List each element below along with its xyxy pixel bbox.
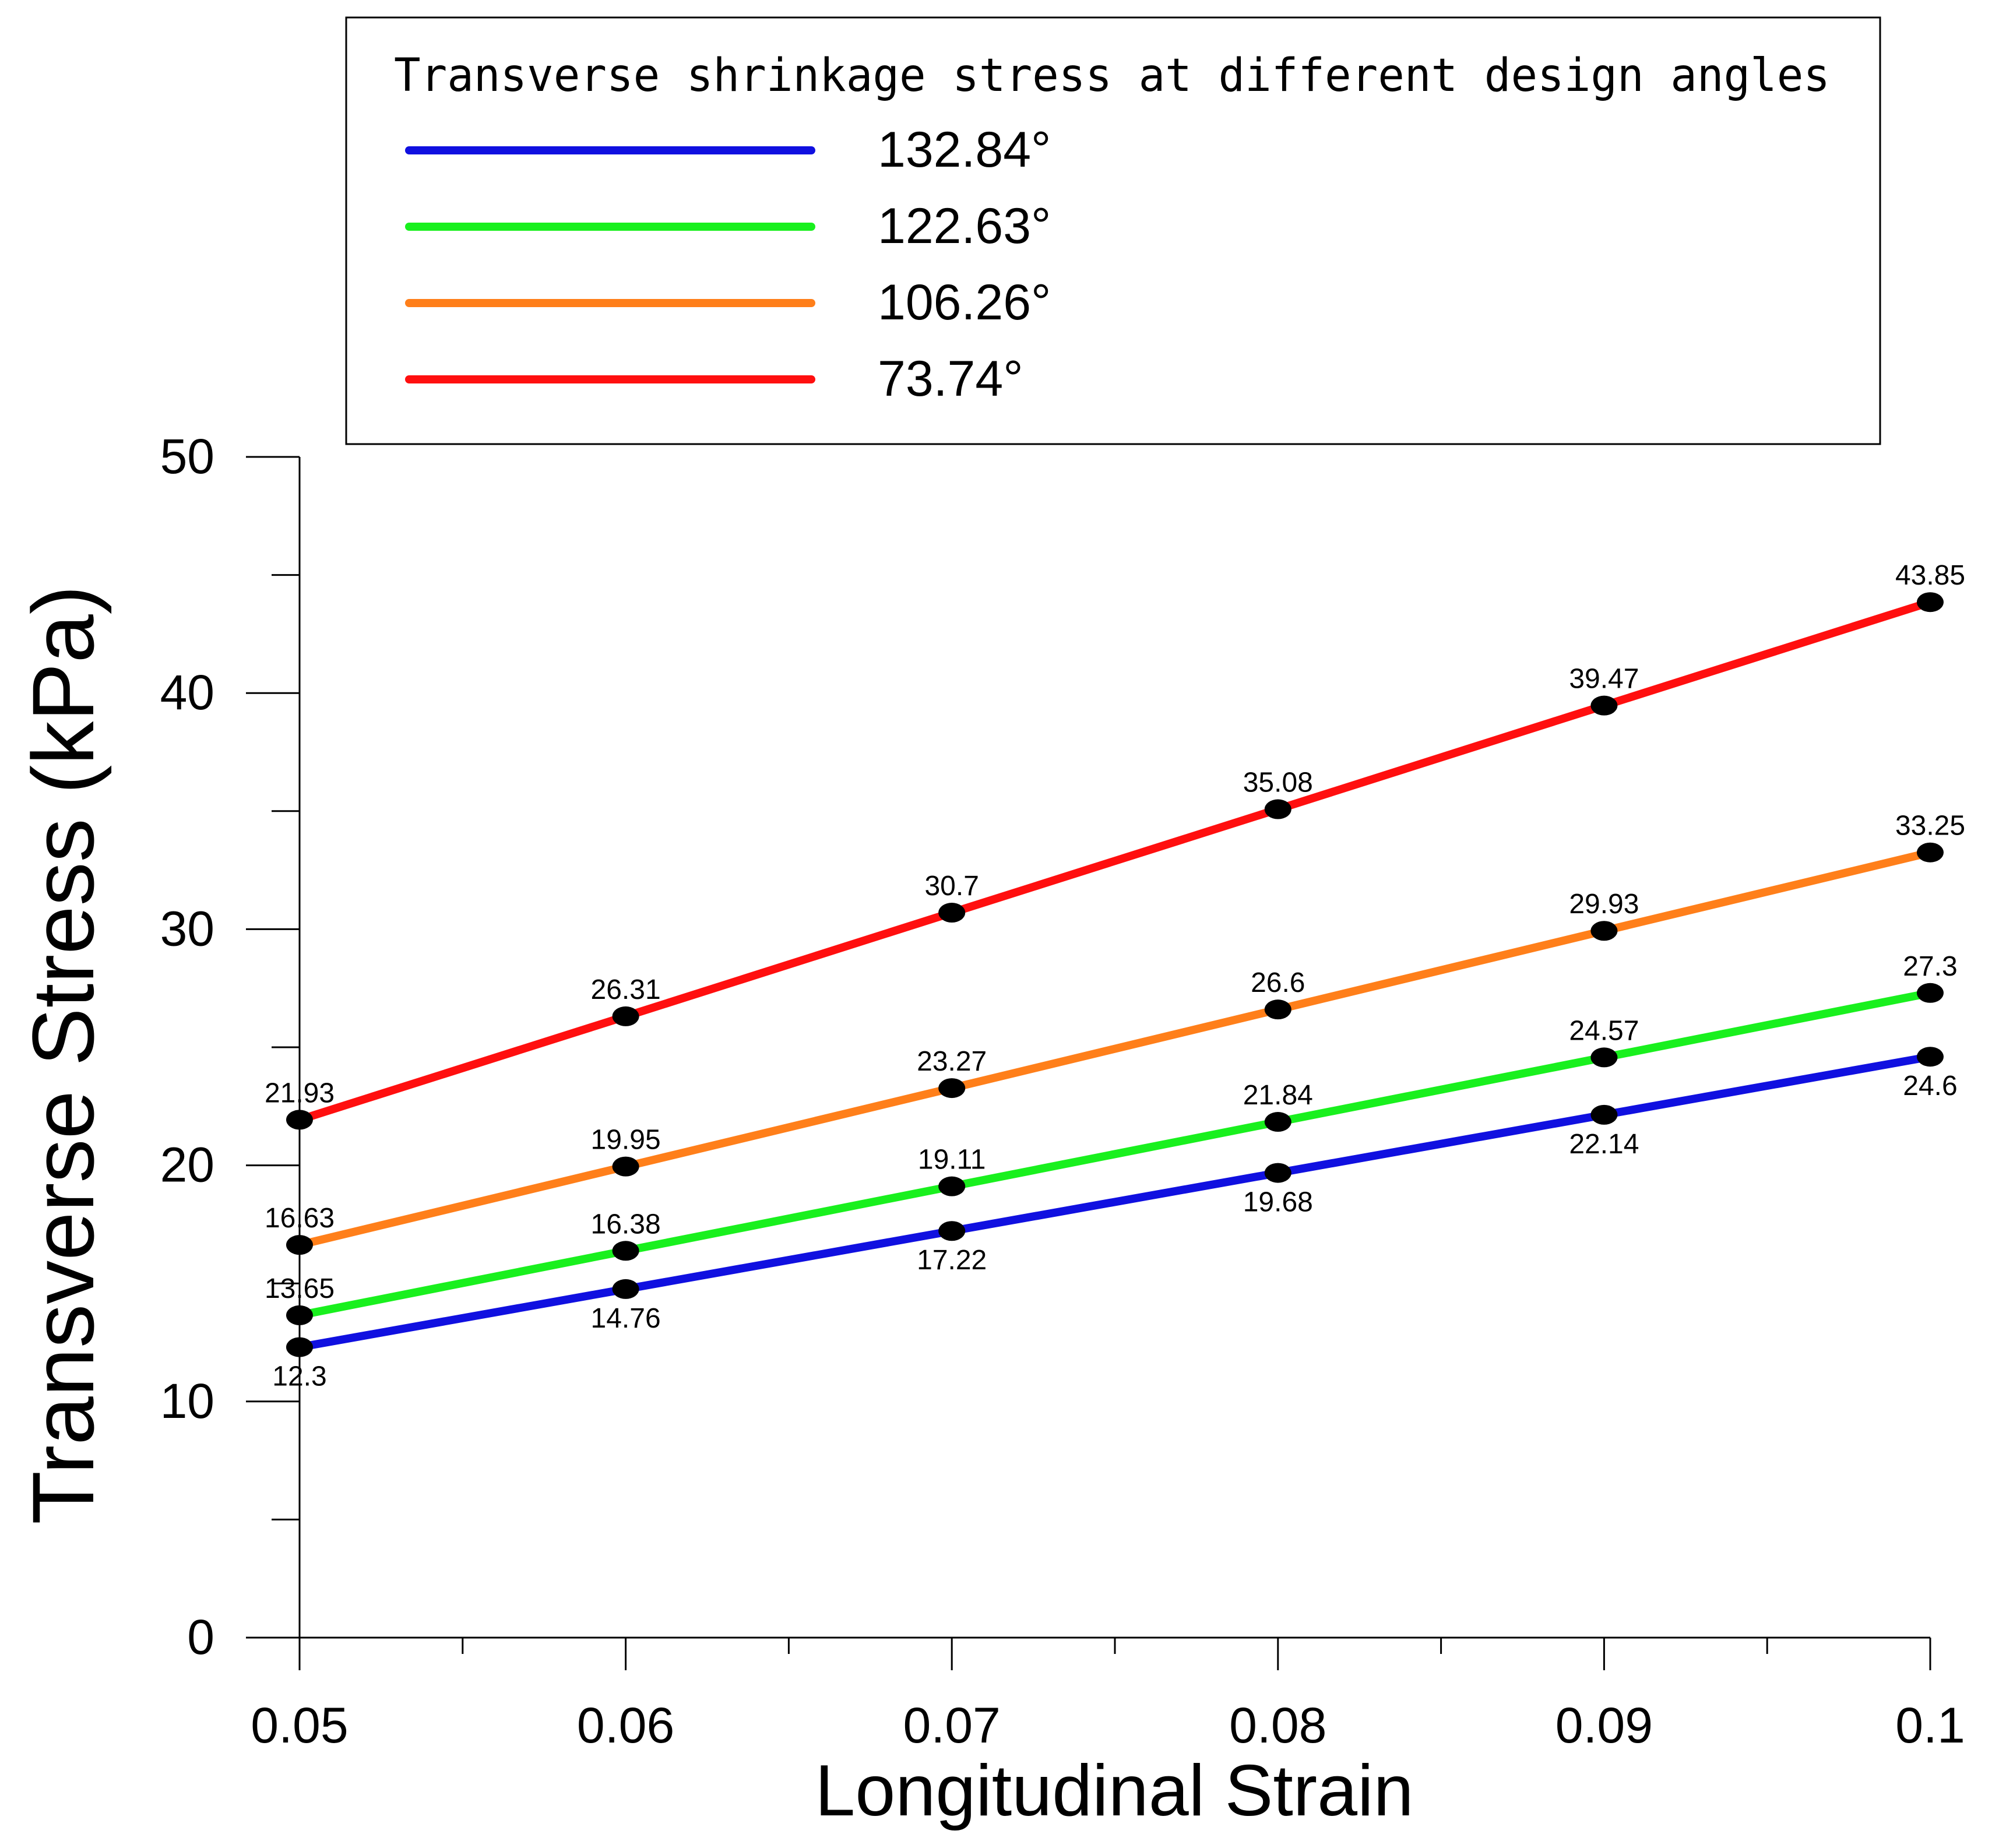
data-labels: 12.3 14.76 17.22 19.68 22.14 24.6 13.65 16.38 19… (265, 560, 1965, 1392)
data-point (1264, 1112, 1291, 1132)
legend-label: 106.26° (878, 274, 1051, 330)
x-tick-label: 0.06 (577, 1698, 674, 1754)
data-label: 16.63 (265, 1203, 335, 1234)
y-tick-label: 20 (160, 1138, 214, 1192)
data-point (938, 1221, 966, 1241)
data-label: 21.93 (265, 1078, 335, 1108)
x-tick-label: 0.07 (903, 1698, 1001, 1754)
data-point (1590, 1047, 1618, 1068)
y-tick-label: 40 (160, 665, 214, 720)
legend: Transverse shrinkage stress at different… (345, 16, 1881, 445)
axes: 0 10 20 30 40 50 0.05 0.06 0.07 0.08 0.09 0.1 (160, 429, 1965, 1754)
y-axis-label: Transverse Stress (kPa) (14, 585, 112, 1524)
data-label: 22.14 (1569, 1129, 1639, 1160)
data-label: 27.3 (1903, 951, 1957, 982)
y-tick-label: 0 (187, 1610, 214, 1664)
data-point (1590, 1104, 1618, 1125)
data-point (1917, 1047, 1944, 1067)
series-lines (298, 598, 1932, 1351)
data-label: 35.08 (1243, 768, 1313, 798)
data-point (612, 1006, 639, 1026)
x-tick-label: 0.09 (1555, 1698, 1653, 1754)
data-point (938, 903, 966, 923)
data-point (1590, 921, 1618, 941)
data-label: 14.76 (591, 1303, 661, 1334)
series-line (298, 848, 1931, 1249)
legend-label: 122.63° (878, 198, 1051, 254)
x-tick-label: 0.08 (1229, 1698, 1326, 1754)
data-label: 26.6 (1251, 967, 1305, 998)
data-label: 29.93 (1569, 889, 1639, 920)
data-point (1264, 799, 1291, 819)
data-label: 43.85 (1895, 560, 1965, 591)
data-point (1917, 592, 1944, 613)
legend-label: 132.84° (878, 122, 1051, 178)
y-tick-label: 10 (160, 1374, 214, 1428)
data-label: 24.6 (1903, 1071, 1957, 1101)
data-label: 33.25 (1895, 811, 1965, 842)
data-point (286, 1235, 313, 1255)
data-point (1590, 695, 1618, 716)
x-ticks: 0.05 0.06 0.07 0.08 0.09 0.1 (251, 1638, 1965, 1754)
data-label: 19.11 (918, 1145, 986, 1175)
data-label: 39.47 (1569, 664, 1639, 695)
data-point (286, 1305, 313, 1325)
data-label: 23.27 (917, 1046, 987, 1077)
data-point (1917, 983, 1944, 1003)
data-point (612, 1241, 639, 1261)
x-tick-label: 0.1 (1895, 1698, 1965, 1754)
data-label: 30.7 (924, 871, 979, 902)
data-point (286, 1337, 313, 1357)
data-point (612, 1156, 639, 1177)
legend-items: 132.84° 122.63° 106.26° 73.74° (405, 122, 1051, 407)
x-tick-label: 0.05 (251, 1698, 348, 1754)
data-label: 19.95 (591, 1125, 661, 1156)
data-label: 19.68 (1243, 1187, 1313, 1218)
y-tick-label: 30 (160, 901, 214, 956)
data-point (286, 1110, 313, 1130)
data-label: 13.65 (265, 1273, 335, 1304)
legend-title: Transverse shrinkage stress at different… (394, 50, 1830, 102)
y-tick-label: 50 (160, 429, 214, 484)
data-point (1264, 999, 1291, 1020)
data-point (1264, 1163, 1291, 1183)
data-point (938, 1078, 966, 1099)
series-line (298, 988, 1931, 1319)
series-line (298, 1053, 1931, 1351)
series-points (286, 592, 1944, 1357)
data-label: 26.31 (591, 974, 661, 1005)
legend-label: 73.74° (878, 351, 1023, 407)
y-ticks: 0 10 20 30 40 50 (160, 429, 300, 1664)
x-axis-label: Longitudinal Strain (815, 1751, 1413, 1831)
data-point (938, 1176, 966, 1196)
data-label: 12.3 (272, 1361, 326, 1392)
series-line (298, 598, 1932, 1124)
data-label: 24.57 (1569, 1015, 1639, 1046)
data-label: 16.38 (591, 1209, 661, 1240)
data-point (612, 1279, 639, 1299)
data-point (1917, 842, 1944, 863)
data-label: 17.22 (917, 1245, 987, 1276)
data-label: 21.84 (1243, 1080, 1313, 1111)
